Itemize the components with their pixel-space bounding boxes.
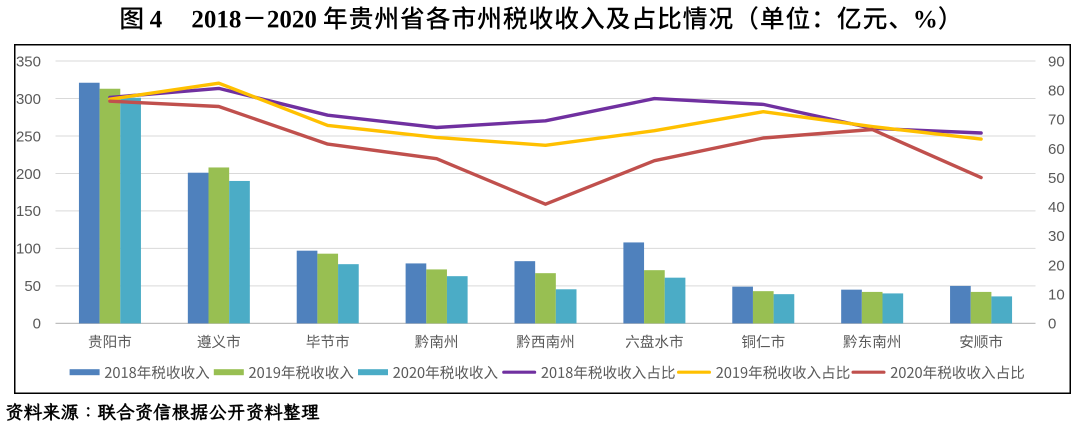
- svg-text:90: 90: [1048, 53, 1065, 70]
- svg-text:20: 20: [1048, 257, 1065, 274]
- svg-text:60: 60: [1048, 141, 1065, 158]
- svg-text:200: 200: [16, 166, 41, 183]
- svg-text:50: 50: [24, 278, 41, 295]
- svg-text:80: 80: [1048, 83, 1065, 100]
- svg-text:0: 0: [33, 316, 41, 333]
- svg-text:50: 50: [1048, 170, 1065, 187]
- svg-text:150: 150: [16, 203, 41, 220]
- svg-text:300: 300: [16, 91, 41, 108]
- svg-text:250: 250: [16, 128, 41, 145]
- svg-text:30: 30: [1048, 228, 1065, 245]
- svg-text:350: 350: [16, 53, 41, 70]
- svg-text:100: 100: [16, 241, 41, 258]
- svg-text:0: 0: [1048, 316, 1056, 333]
- svg-text:40: 40: [1048, 199, 1065, 216]
- svg-text:70: 70: [1048, 112, 1065, 129]
- svg-text:10: 10: [1048, 287, 1065, 304]
